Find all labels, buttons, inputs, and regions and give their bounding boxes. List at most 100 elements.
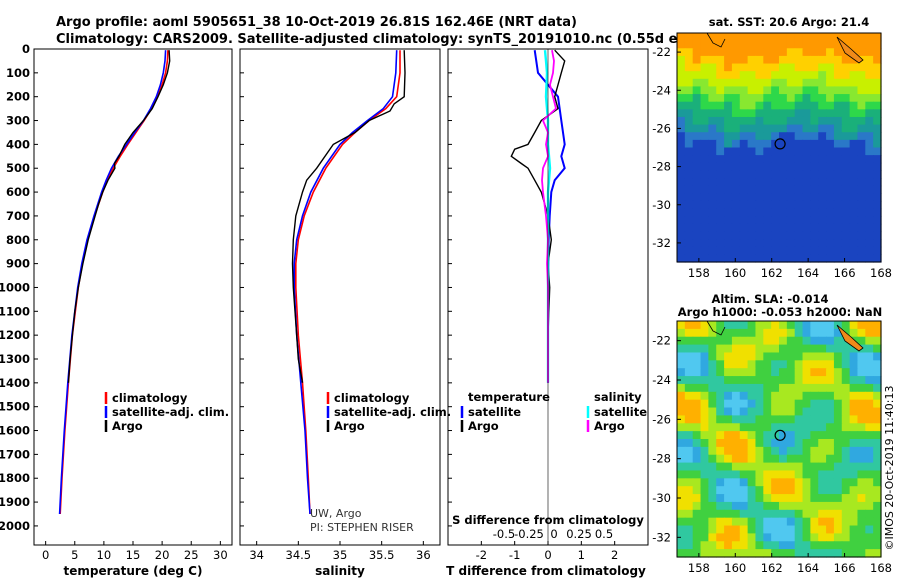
map-cell	[810, 352, 819, 361]
map-cell	[724, 549, 733, 558]
map-cell	[818, 407, 827, 416]
map-cell	[692, 352, 702, 361]
map-cell	[747, 200, 757, 210]
map-cell	[700, 170, 709, 179]
map-cell	[833, 328, 843, 338]
map-cell	[724, 200, 733, 210]
map-cell	[873, 124, 882, 133]
map-cell	[692, 494, 702, 503]
map-cell	[794, 109, 804, 118]
map-cell	[755, 101, 764, 110]
map-cell	[700, 462, 709, 472]
map-cell	[771, 147, 780, 156]
map-cell	[810, 193, 819, 202]
map-cell	[833, 494, 843, 503]
map-cell	[841, 541, 851, 550]
map-cell	[731, 254, 741, 263]
map-cell	[810, 439, 819, 448]
map-cell	[739, 223, 749, 233]
map-lat-label: -28	[652, 160, 671, 174]
map-cell	[724, 162, 733, 171]
map-cell	[786, 439, 796, 448]
legend-s-argo: Argo	[594, 419, 625, 433]
map-cell	[833, 216, 843, 225]
map-cell	[677, 399, 686, 409]
map-cell	[755, 178, 764, 187]
map-cell	[739, 368, 749, 377]
map-cell	[731, 431, 741, 440]
map-cell	[731, 391, 741, 401]
map-cell	[833, 454, 843, 464]
map-cell	[849, 454, 859, 464]
map-cell	[865, 78, 874, 88]
map-cell	[747, 525, 757, 534]
map-cell	[873, 423, 882, 432]
map-cell	[677, 162, 686, 171]
map-cell	[786, 533, 796, 542]
map-cell	[818, 139, 827, 149]
map-cell	[857, 486, 866, 495]
map-cell	[755, 549, 764, 558]
map-cell	[857, 78, 866, 88]
map-cell	[692, 109, 702, 118]
map-cell	[873, 139, 882, 149]
depth-tick-label: 0	[22, 42, 30, 56]
map-cell	[763, 231, 772, 240]
map-cell	[833, 33, 843, 42]
map-cell	[700, 132, 709, 141]
map-cell	[747, 124, 757, 133]
map-cell	[826, 517, 835, 527]
map-cell	[724, 391, 733, 401]
map-cell	[731, 155, 741, 164]
map-cell	[747, 55, 757, 65]
map-cell	[755, 155, 764, 164]
map-cell	[786, 352, 796, 361]
map-cell	[779, 360, 788, 369]
temp-tick-label: 15	[126, 548, 141, 562]
map-cell	[794, 178, 804, 187]
map-cell	[771, 162, 780, 171]
map-cell	[833, 415, 843, 424]
depth-tick-label: 1400	[0, 376, 30, 390]
map-cell	[739, 446, 749, 456]
map-cell	[708, 368, 717, 377]
map-cell	[794, 94, 804, 103]
map-cell	[692, 132, 702, 141]
map-cell	[841, 94, 851, 103]
map-cell	[802, 231, 811, 240]
map-cell	[731, 352, 741, 361]
temperature-xlabel: temperature (deg C)	[64, 564, 203, 578]
map-cell	[692, 178, 702, 187]
map-cell	[841, 78, 851, 88]
map-cell	[700, 231, 709, 240]
map-cell	[731, 78, 741, 88]
map-cell	[810, 239, 819, 248]
map-cell	[802, 78, 811, 88]
map-cell	[677, 415, 686, 424]
sdiff-tick-label: 0.5	[595, 527, 613, 541]
map-cell	[849, 360, 859, 369]
map-cell	[818, 360, 827, 369]
map-cell	[771, 246, 780, 255]
map-cell	[826, 376, 835, 385]
map-cell	[865, 415, 874, 424]
map-cell	[833, 254, 843, 263]
map-cell	[818, 239, 827, 248]
map-cell	[833, 321, 843, 330]
map-cell	[708, 407, 717, 416]
map-cell	[841, 486, 851, 495]
sal-tick-label: 34.5	[286, 548, 312, 562]
map-cell	[677, 431, 686, 440]
map-cell	[755, 336, 764, 346]
map-cell	[779, 200, 788, 210]
map-cell	[810, 321, 819, 330]
map-cell	[810, 509, 819, 519]
map-cell	[849, 368, 859, 377]
map-cell	[771, 549, 780, 558]
map-cell	[865, 344, 874, 354]
map-cell	[747, 132, 757, 141]
sla-map	[677, 320, 882, 558]
map-cell	[849, 407, 859, 416]
map-cell	[794, 478, 804, 487]
map-cell	[708, 344, 717, 354]
